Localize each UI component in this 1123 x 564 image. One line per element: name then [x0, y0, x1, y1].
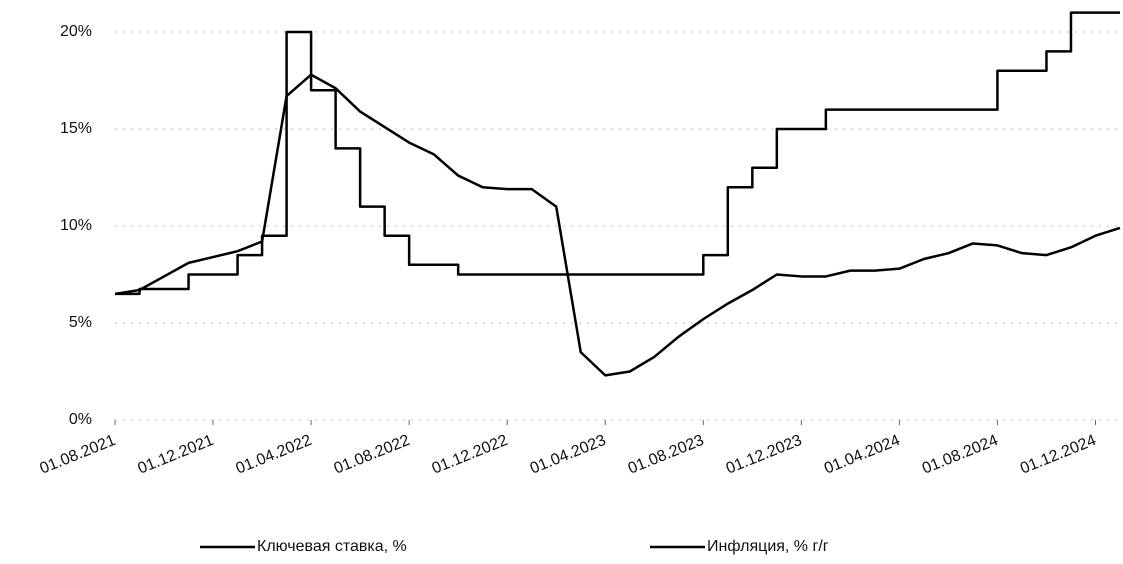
x-tick-label: 01.12.2024 — [1018, 432, 1099, 478]
x-tick-label: 01.08.2022 — [332, 432, 413, 478]
x-tick-label: 01.08.2021 — [37, 432, 118, 478]
x-tick-label: 01.12.2021 — [136, 432, 217, 478]
y-tick-label: 20% — [60, 23, 92, 40]
x-tick-label: 01.08.2024 — [920, 432, 1001, 478]
y-tick-label: 5% — [69, 314, 92, 331]
x-tick-label: 01.08.2023 — [626, 432, 707, 478]
series-line — [115, 11, 1120, 296]
x-tick-label: 01.04.2023 — [528, 432, 609, 478]
y-tick-label: 10% — [60, 217, 92, 234]
x-tick-label: 01.12.2023 — [724, 432, 805, 478]
x-tick-label: 01.12.2022 — [430, 432, 511, 478]
legend-label: Ключевая ставка, % — [257, 538, 407, 555]
x-tick-label: 01.04.2024 — [822, 432, 903, 478]
series-line — [114, 73, 1121, 377]
legend-label: Инфляция, % г/г — [707, 538, 829, 555]
y-tick-label: 15% — [60, 120, 92, 137]
y-tick-label: 0% — [69, 411, 92, 428]
x-tick-label: 01.04.2022 — [234, 432, 315, 478]
